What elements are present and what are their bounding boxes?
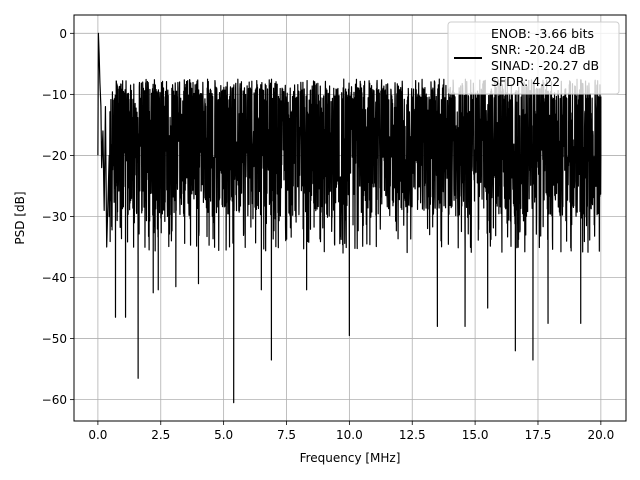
y-axis-label: PSD [dB] [13, 191, 27, 244]
legend-entry-enob: ENOB: -3.66 bits [491, 26, 594, 41]
x-axis-label: Frequency [MHz] [300, 451, 401, 465]
x-tick-label: 10.0 [336, 428, 363, 442]
y-tick-label: −40 [42, 271, 67, 285]
x-tick-label: 0.0 [88, 428, 107, 442]
legend-entry-sfdr: SFDR: 4.22 [491, 74, 560, 89]
x-tick-label: 17.5 [525, 428, 552, 442]
x-tick-label: 15.0 [462, 428, 489, 442]
legend-entry-snr: SNR: -20.24 dB [491, 42, 586, 57]
y-tick-label: 0 [59, 27, 67, 41]
psd-trace-group [97, 32, 602, 404]
y-tick-label: −10 [42, 88, 67, 102]
y-tick-label: −20 [42, 149, 67, 163]
x-axis-ticks: 0.0 2.5 5.0 7.5 10.0 12.5 15.0 17.5 20.0 [88, 421, 614, 442]
plot-frame [73, 14, 627, 422]
x-tick-label: 5.0 [214, 428, 233, 442]
x-tick-label: 20.0 [587, 428, 614, 442]
y-tick-label: −50 [42, 332, 67, 346]
y-axis-ticks: 0 −10 −20 −30 −40 −50 −60 [42, 27, 74, 407]
x-tick-label: 12.5 [399, 428, 426, 442]
y-tick-label: −30 [42, 210, 67, 224]
psd-series-line [97, 32, 602, 404]
x-tick-label: 2.5 [151, 428, 170, 442]
legend: ENOB: -3.66 bits SNR: -20.24 dB SINAD: -… [447, 21, 620, 95]
x-tick-label: 7.5 [277, 428, 296, 442]
y-tick-label: −60 [42, 393, 67, 407]
legend-box [447, 21, 620, 95]
legend-entry-sinad: SINAD: -20.27 dB [491, 58, 599, 73]
